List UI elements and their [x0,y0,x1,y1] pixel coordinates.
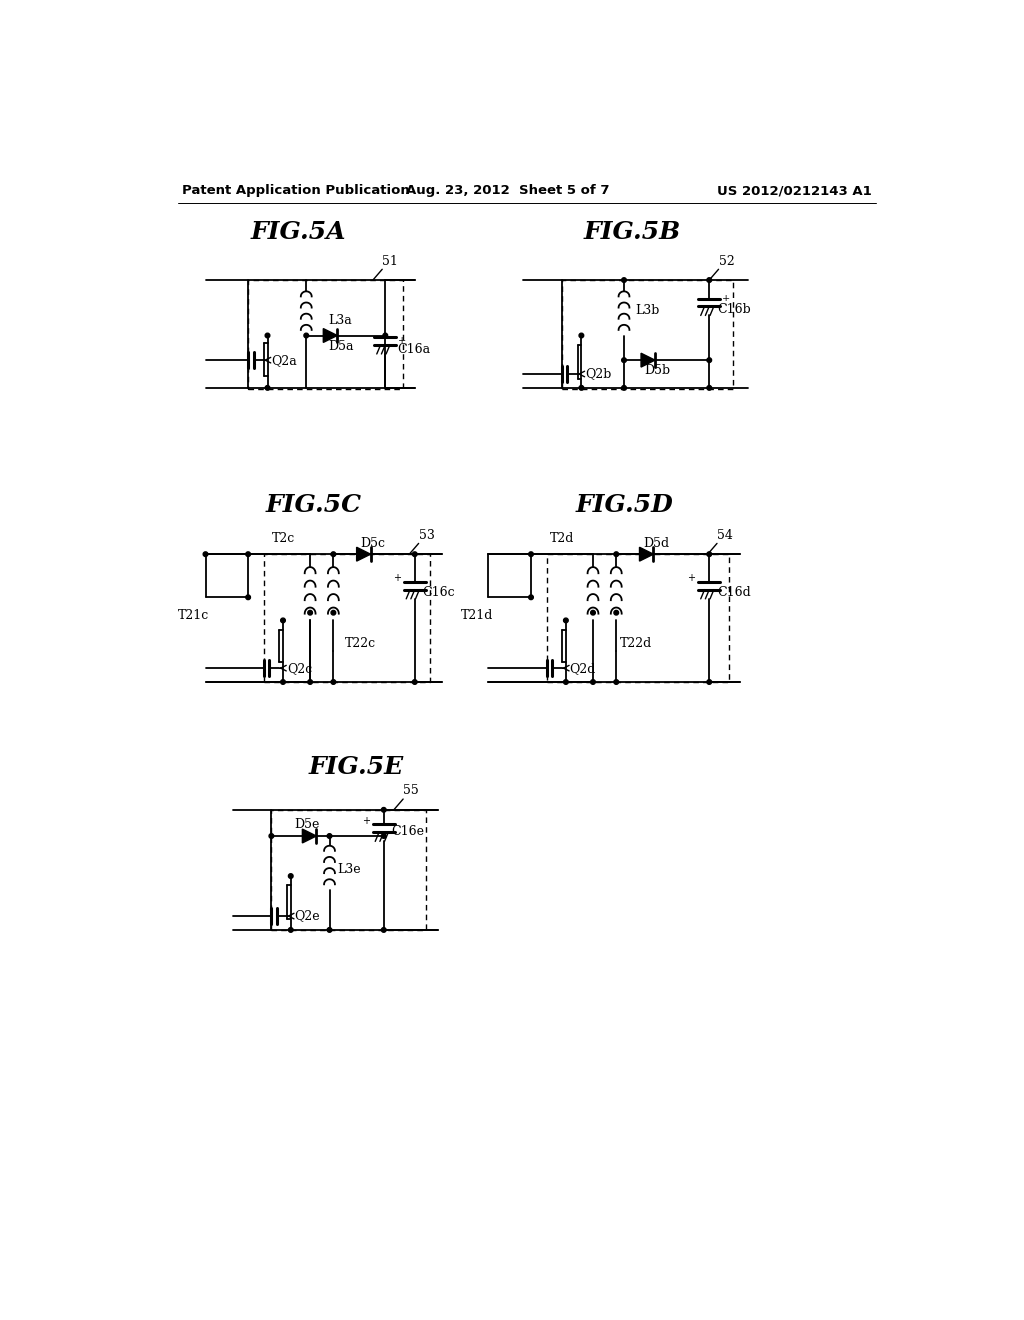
Text: Q2b: Q2b [586,367,611,380]
Circle shape [413,552,417,557]
Text: FIG.5C: FIG.5C [266,492,362,517]
Circle shape [707,385,712,391]
Text: +: + [397,337,406,346]
Circle shape [707,277,712,282]
Circle shape [707,552,712,557]
Text: L3e: L3e [337,863,360,876]
Text: 51: 51 [382,255,398,268]
Circle shape [707,680,712,684]
Text: L3a: L3a [328,314,351,326]
Circle shape [304,333,308,338]
Text: Q2e: Q2e [295,909,321,923]
Text: T2d: T2d [550,532,574,545]
Polygon shape [324,329,337,342]
Circle shape [622,277,627,282]
Circle shape [331,552,336,557]
Text: C16a: C16a [397,343,431,356]
Circle shape [289,928,293,932]
Circle shape [413,680,417,684]
Circle shape [563,618,568,623]
Circle shape [269,834,273,838]
Text: D5b: D5b [644,364,671,378]
Circle shape [203,552,208,557]
Text: Q2a: Q2a [271,354,297,367]
Polygon shape [356,548,371,561]
Circle shape [563,680,568,684]
Bar [562,280,732,389]
Circle shape [381,928,386,932]
Circle shape [246,595,251,599]
Text: T2c: T2c [271,532,295,545]
Text: 53: 53 [419,529,434,543]
Circle shape [383,333,388,338]
Circle shape [246,552,251,557]
Text: C16d: C16d [717,586,751,599]
Text: 52: 52 [719,255,734,268]
Circle shape [622,385,627,391]
Circle shape [331,680,336,684]
Text: T22c: T22c [345,638,376,649]
Text: Patent Application Publication: Patent Application Publication [182,185,410,197]
Circle shape [265,333,270,338]
Circle shape [591,610,595,615]
Bar [547,554,729,682]
Text: D5c: D5c [360,537,385,550]
Text: C16b: C16b [717,302,751,315]
Text: FIG.5E: FIG.5E [309,755,404,779]
Circle shape [328,928,332,932]
Circle shape [328,834,332,838]
Circle shape [579,385,584,391]
Circle shape [308,610,312,615]
Text: US 2012/0212143 A1: US 2012/0212143 A1 [717,185,872,197]
Text: FIG.5B: FIG.5B [583,219,680,244]
Text: +: + [393,573,400,583]
Text: +: + [722,294,730,304]
Text: FIG.5D: FIG.5D [575,492,673,517]
Circle shape [289,874,293,878]
Text: T21c: T21c [178,610,210,622]
Text: +: + [361,816,370,825]
Text: L3b: L3b [635,305,659,317]
Text: C16c: C16c [423,586,455,599]
Text: T21d: T21d [461,610,494,622]
Circle shape [265,385,270,391]
Text: +: + [687,573,695,583]
Circle shape [614,610,618,615]
Text: 55: 55 [403,784,419,797]
Bar [248,280,403,389]
Text: Q2d: Q2d [569,661,596,675]
Circle shape [622,358,627,363]
Circle shape [614,552,618,557]
Text: FIG.5A: FIG.5A [251,219,346,244]
Text: Aug. 23, 2012  Sheet 5 of 7: Aug. 23, 2012 Sheet 5 of 7 [406,185,609,197]
Polygon shape [640,548,653,561]
Circle shape [381,834,386,838]
Text: D5e: D5e [295,818,319,832]
Circle shape [707,358,712,363]
Text: 54: 54 [717,529,733,543]
Text: D5d: D5d [643,537,670,550]
Circle shape [331,610,336,615]
Circle shape [308,680,312,684]
Text: T22d: T22d [621,638,652,649]
Circle shape [528,595,534,599]
Circle shape [614,680,618,684]
Circle shape [281,680,286,684]
Circle shape [381,808,386,812]
Bar [263,554,430,682]
Bar [271,810,426,929]
Polygon shape [641,354,655,367]
Circle shape [528,552,534,557]
Text: D5a: D5a [328,339,353,352]
Circle shape [591,680,595,684]
Text: C16e: C16e [391,825,425,838]
Circle shape [579,333,584,338]
Text: Q2c: Q2c [287,661,312,675]
Polygon shape [302,829,316,843]
Circle shape [281,618,286,623]
